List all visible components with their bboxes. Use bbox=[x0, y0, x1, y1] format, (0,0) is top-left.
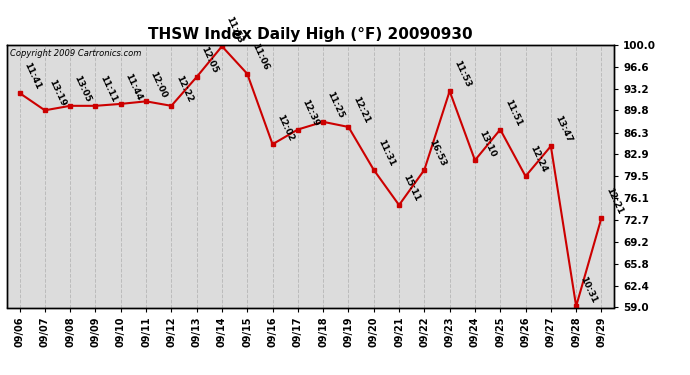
Text: 11:25: 11:25 bbox=[326, 90, 346, 120]
Text: 13:47: 13:47 bbox=[553, 114, 574, 144]
Text: 12:21: 12:21 bbox=[604, 186, 624, 216]
Text: 13:05: 13:05 bbox=[72, 74, 93, 104]
Text: 12:24: 12:24 bbox=[528, 144, 549, 174]
Text: 12:02: 12:02 bbox=[275, 112, 295, 142]
Text: 11:44: 11:44 bbox=[124, 72, 144, 102]
Text: 15:11: 15:11 bbox=[402, 173, 422, 203]
Text: 11:53: 11:53 bbox=[452, 59, 473, 89]
Text: 13:10: 13:10 bbox=[477, 129, 497, 158]
Text: 16:53: 16:53 bbox=[427, 138, 447, 168]
Title: THSW Index Daily High (°F) 20090930: THSW Index Daily High (°F) 20090930 bbox=[148, 27, 473, 42]
Text: 12:39: 12:39 bbox=[300, 98, 321, 128]
Text: Copyright 2009 Cartronics.com: Copyright 2009 Cartronics.com bbox=[10, 49, 141, 58]
Text: 11:53: 11:53 bbox=[224, 15, 245, 44]
Text: 12:05: 12:05 bbox=[199, 45, 219, 75]
Text: 12:21: 12:21 bbox=[351, 95, 371, 125]
Text: 12:22: 12:22 bbox=[174, 74, 194, 104]
Text: 11:06: 11:06 bbox=[250, 42, 270, 72]
Text: 11:51: 11:51 bbox=[503, 98, 523, 128]
Text: 11:11: 11:11 bbox=[98, 74, 118, 104]
Text: 11:31: 11:31 bbox=[376, 138, 397, 168]
Text: 12:00: 12:00 bbox=[148, 70, 169, 99]
Text: 11:41: 11:41 bbox=[22, 61, 42, 91]
Text: 13:19: 13:19 bbox=[48, 78, 68, 108]
Text: 10:31: 10:31 bbox=[579, 274, 599, 304]
